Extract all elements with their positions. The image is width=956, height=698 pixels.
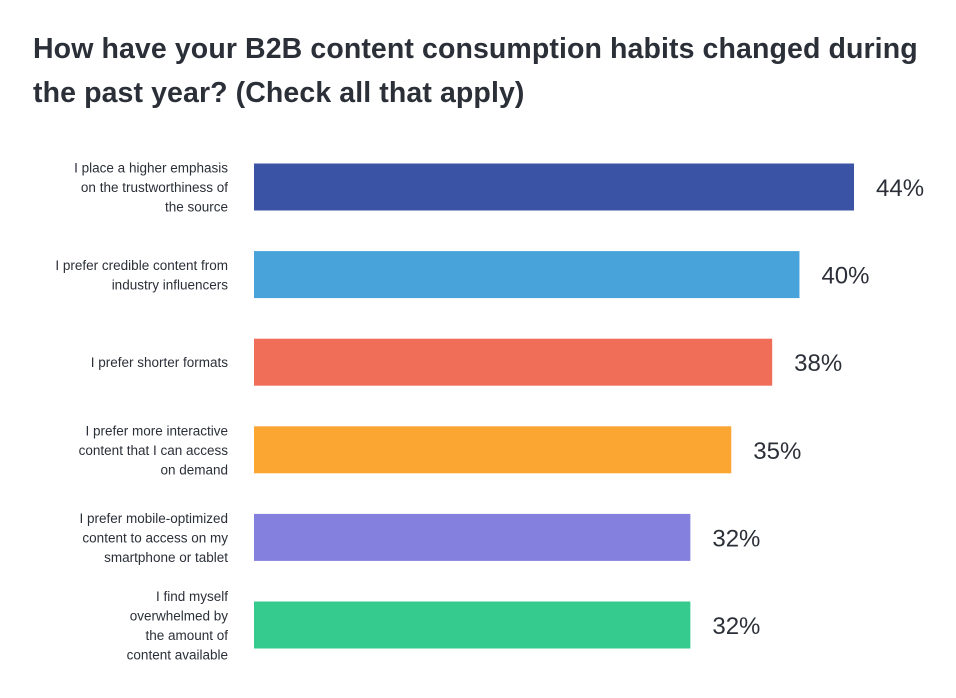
chart-title: How have your B2B content consumption ha… xyxy=(33,27,933,115)
category-label-4: I prefer more interactive content that I … xyxy=(79,423,229,477)
bar-1 xyxy=(254,163,854,211)
category-label-4-line-2: content that I can access xyxy=(79,443,229,458)
category-label-2: I prefer credible content from industry i… xyxy=(55,258,228,293)
category-label-6: I find myself overwhelmed by the amount of… xyxy=(127,589,229,663)
category-label-1-line-1: I place a higher emphasis xyxy=(74,161,228,176)
category-label-6-line-1: I find myself xyxy=(156,589,228,604)
value-label-4: 35% xyxy=(753,438,801,465)
bar-2 xyxy=(254,251,800,299)
category-label-1: I place a higher emphasis on the trustwor… xyxy=(74,161,228,215)
category-label-1-line-3: the source xyxy=(165,200,228,215)
category-label-3: I prefer shorter formats xyxy=(91,355,229,370)
chart-title-line-2: the past year? (Check all that apply) xyxy=(33,77,525,109)
chart-title-line-1: How have your B2B content consumption ha… xyxy=(33,33,918,65)
category-label-6-line-3: the amount of xyxy=(145,628,228,643)
category-label-6-line-4: content available xyxy=(127,647,228,662)
bar-5 xyxy=(254,513,691,561)
category-label-6-line-2: overwhelmed by xyxy=(130,608,229,623)
bar-3 xyxy=(254,338,773,386)
value-label-2: 40% xyxy=(821,263,869,290)
value-label-6: 32% xyxy=(712,613,760,640)
bar-4 xyxy=(254,426,732,474)
category-label-5-line-3: smartphone or tablet xyxy=(104,550,228,565)
category-label-5-line-1: I prefer mobile-optimized xyxy=(79,511,228,526)
category-label-1-line-2: on the trustworthiness of xyxy=(81,180,228,195)
value-label-3: 38% xyxy=(794,350,842,377)
category-label-4-line-1: I prefer more interactive xyxy=(85,423,228,438)
category-label-2-line-1: I prefer credible content from xyxy=(55,258,228,273)
category-label-5-line-2: content to access on my xyxy=(82,530,228,545)
value-label-1: 44% xyxy=(876,175,924,202)
category-label-4-line-3: on demand xyxy=(160,462,228,477)
category-label-3-line-1: I prefer shorter formats xyxy=(91,355,229,370)
bar-6 xyxy=(254,601,691,649)
category-label-2-line-2: industry influencers xyxy=(112,277,229,292)
category-label-5: I prefer mobile-optimized content to acce… xyxy=(79,511,228,565)
value-label-5: 32% xyxy=(712,525,760,552)
